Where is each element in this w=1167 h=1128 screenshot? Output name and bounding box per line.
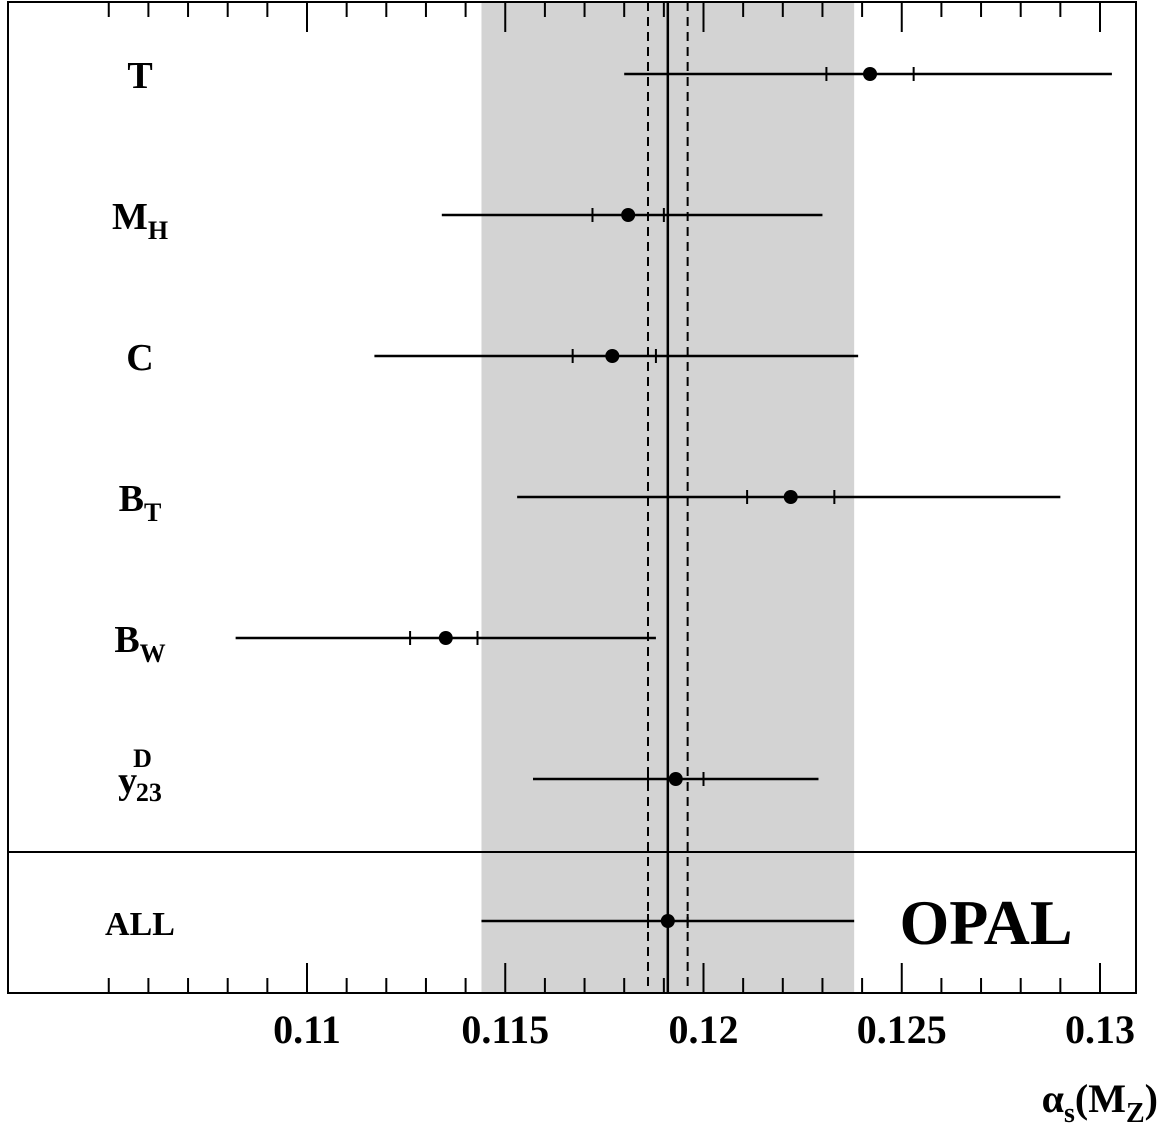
x-axis-title: αs(MZ) xyxy=(1042,1076,1158,1128)
observable-label: BW xyxy=(114,619,165,668)
observable-label: BT xyxy=(119,478,162,527)
measurements xyxy=(235,67,1112,928)
observable-label: ALL xyxy=(105,906,175,943)
measurement-c xyxy=(374,349,859,363)
observable-label: T xyxy=(127,55,152,97)
observable-labels: T MH C BT BW yD 23 ALL xyxy=(105,55,175,943)
x-tick-label: 0.115 xyxy=(461,1007,549,1052)
measurement-y-23 xyxy=(533,772,819,786)
observable-label: C xyxy=(126,337,153,379)
x-tick-label: 0.125 xyxy=(857,1007,947,1052)
x-tick-label: 0.13 xyxy=(1065,1007,1135,1052)
measurement-b-w xyxy=(235,631,656,645)
measurement-m-h xyxy=(441,208,823,222)
measurement-b-t xyxy=(517,490,1061,504)
x-axis-tick-labels: 0.11 0.115 0.12 0.125 0.13 xyxy=(273,1007,1135,1052)
measurement-point xyxy=(621,208,636,222)
x-axis-ticks xyxy=(107,2,1101,993)
measurement-point xyxy=(863,67,878,81)
measurement-point xyxy=(660,914,675,928)
observable-label: yD 23 xyxy=(118,744,162,807)
measurement-point xyxy=(438,631,453,645)
measurement-point xyxy=(605,349,620,363)
measurement-point xyxy=(783,490,798,504)
x-tick-label: 0.12 xyxy=(669,1007,739,1052)
opal-brand-label: OPAL xyxy=(899,887,1072,958)
x-tick-label: 0.11 xyxy=(273,1007,341,1052)
observable-label: MH xyxy=(112,196,168,245)
measurement-point xyxy=(668,772,683,786)
plot-frame xyxy=(7,1,1137,994)
measurement-t xyxy=(624,67,1112,81)
measurement-all xyxy=(481,914,855,928)
